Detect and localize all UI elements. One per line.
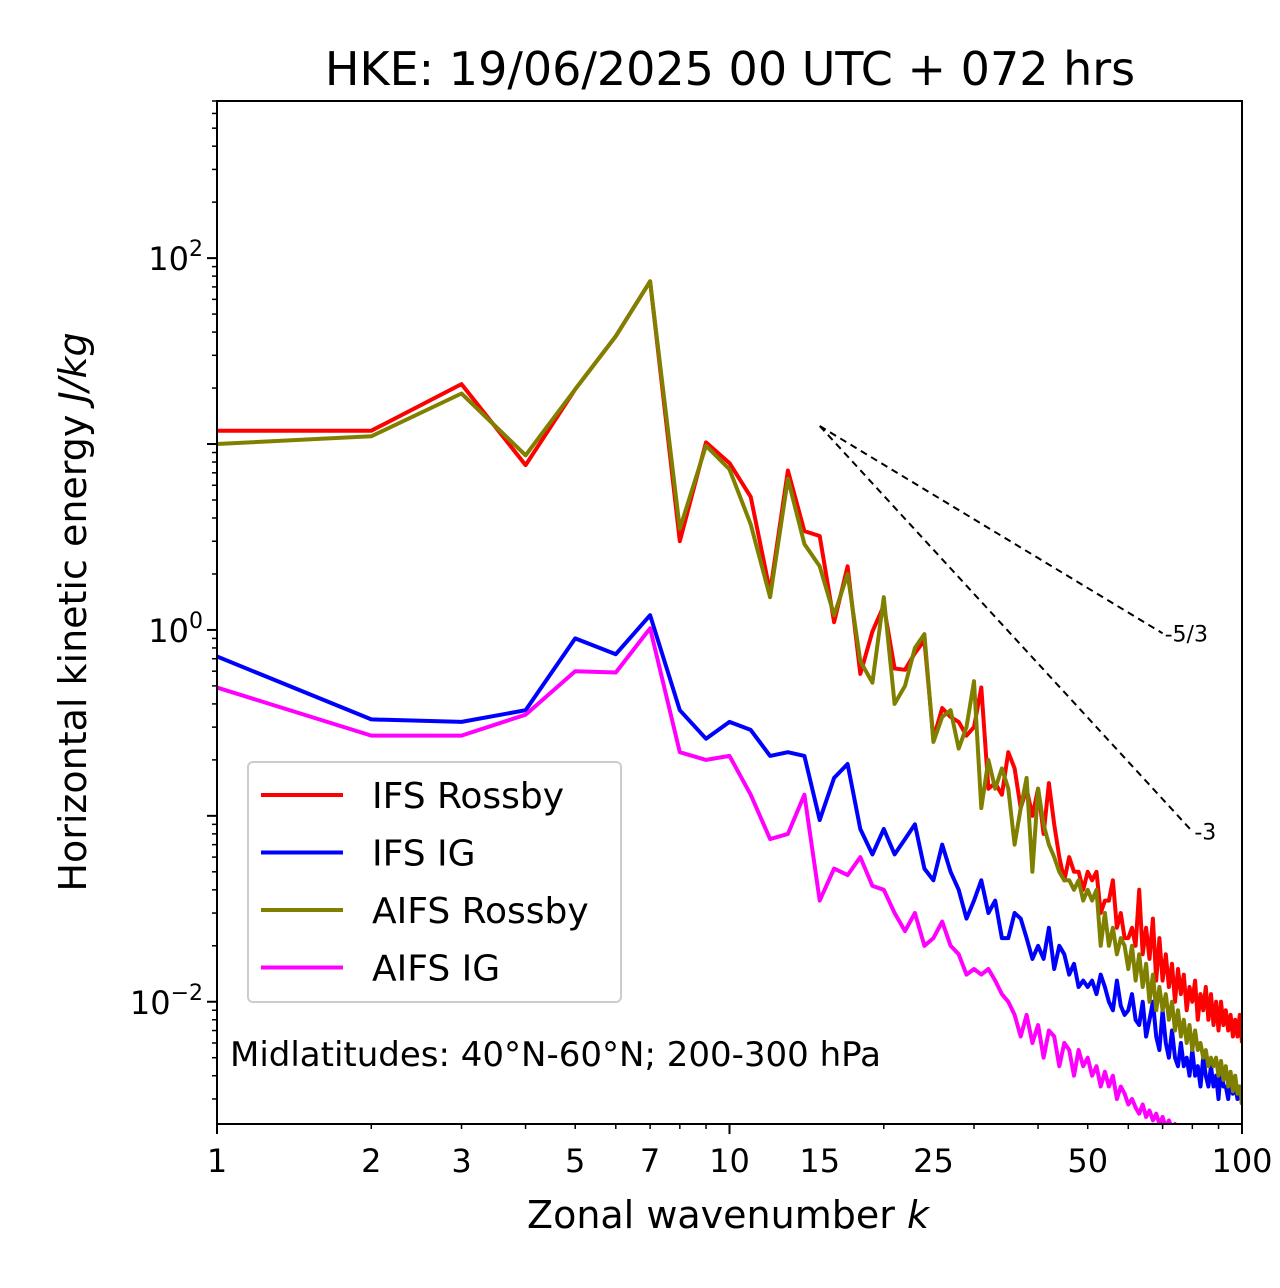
x-tick-label-3: 5: [565, 1142, 585, 1180]
legend-label-2: AIFS Rossby: [372, 891, 589, 932]
legend-label-0: IFS Rossby: [372, 776, 564, 817]
series-line-1: [217, 613, 1242, 1105]
x-axis-label-symbol: k: [907, 1193, 931, 1237]
reference-line-0: [819, 425, 1164, 635]
reference-label-1: -3: [1194, 820, 1216, 845]
x-tick-label-4: 7: [640, 1142, 660, 1180]
x-axis-label: Zonal wavenumber k: [527, 1193, 931, 1237]
reference-line-1: [819, 425, 1194, 833]
x-tick-label-6: 15: [799, 1142, 840, 1180]
y-axis-label-text: Horizontal kinetic energy: [51, 415, 95, 892]
legend-box: [247, 761, 622, 1003]
region-annotation: Midlatitudes: 40°N-60°N; 200-300 hPa: [230, 1035, 881, 1075]
plot-frame: [216, 100, 1243, 1125]
x-tick-label-5: 10: [709, 1142, 750, 1180]
series-line-2: [217, 279, 1242, 1105]
x-axis-label-text: Zonal wavenumber: [527, 1193, 895, 1237]
legend-label-1: IFS IG: [372, 834, 476, 875]
x-tick-label-2: 3: [451, 1142, 471, 1180]
y-axis-label: Horizontal kinetic energy J/kg: [51, 332, 95, 891]
chart-title: HKE: 19/06/2025 00 UTC + 072 hrs: [325, 42, 1135, 96]
reference-slopes: -5/3 -3: [819, 425, 1216, 845]
x-tick-label-1: 2: [361, 1142, 381, 1180]
y-tick-label-1: 100: [148, 609, 203, 650]
y-tick-label-0: 102: [148, 237, 203, 278]
reference-label-0: -5/3: [1165, 622, 1208, 647]
x-tick-label-8: 50: [1067, 1142, 1108, 1180]
axis-ticks: 1 2 3 5 7 10 15 25 50 100 102 100 10−2: [130, 100, 1273, 1180]
y-axis-label-units: J/kg: [51, 332, 95, 409]
x-tick-label-7: 25: [913, 1142, 954, 1180]
legend-label-3: AIFS IG: [372, 949, 500, 990]
x-tick-label-9: 100: [1211, 1142, 1272, 1180]
x-tick-label-0: 1: [207, 1142, 227, 1180]
y-tick-label-2: 10−2: [130, 981, 203, 1022]
legend: IFS Rossby IFS IG AIFS Rossby AIFS IG: [247, 761, 622, 1003]
series-layer: [217, 279, 1242, 1124]
series-line-3: [217, 626, 1178, 1124]
